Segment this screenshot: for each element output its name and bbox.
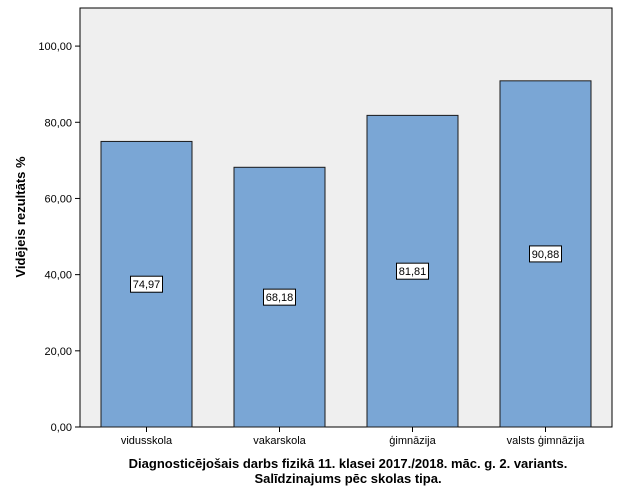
data-label: 74,97 bbox=[133, 279, 161, 291]
x-axis: vidusskola vakarskola ģimnāzija valsts ģimn… bbox=[121, 427, 585, 447]
bars: 74,97 68,18 81,81 90,88 bbox=[100, 80, 592, 428]
data-label-box bbox=[263, 288, 296, 306]
x-axis-label-line-1: Diagnosticējošais darbs fizikā 11. klase… bbox=[129, 456, 568, 471]
data-label-box bbox=[130, 275, 163, 293]
x-tick-label: vakarskola bbox=[253, 435, 306, 447]
y-tick-label: 0,00 bbox=[51, 422, 72, 434]
x-axis-label-line-2: Salīdzinajums pēc skolas tipa. bbox=[254, 471, 441, 486]
data-label: 90,88 bbox=[532, 249, 560, 261]
y-axis-label: Vidējeis rezultāts % bbox=[13, 156, 28, 278]
y-tick-label: 100,00 bbox=[38, 41, 72, 53]
x-tick-label: valsts ģimnāzija bbox=[507, 434, 586, 447]
data-label: 81,81 bbox=[399, 266, 427, 278]
x-tick-label: vidusskola bbox=[121, 435, 173, 447]
data-label: 68,18 bbox=[266, 292, 294, 304]
y-axis: 0,00 20,00 40,00 60,00 80,00 100,00 bbox=[38, 41, 80, 434]
y-tick-label: 60,00 bbox=[44, 193, 72, 205]
data-label-box bbox=[529, 245, 562, 263]
data-label-box bbox=[396, 262, 429, 280]
x-tick-label: ģimnāzija bbox=[389, 434, 436, 447]
y-tick-label: 20,00 bbox=[44, 346, 72, 358]
y-tick-label: 80,00 bbox=[44, 117, 72, 129]
y-tick-label: 40,00 bbox=[44, 270, 72, 282]
